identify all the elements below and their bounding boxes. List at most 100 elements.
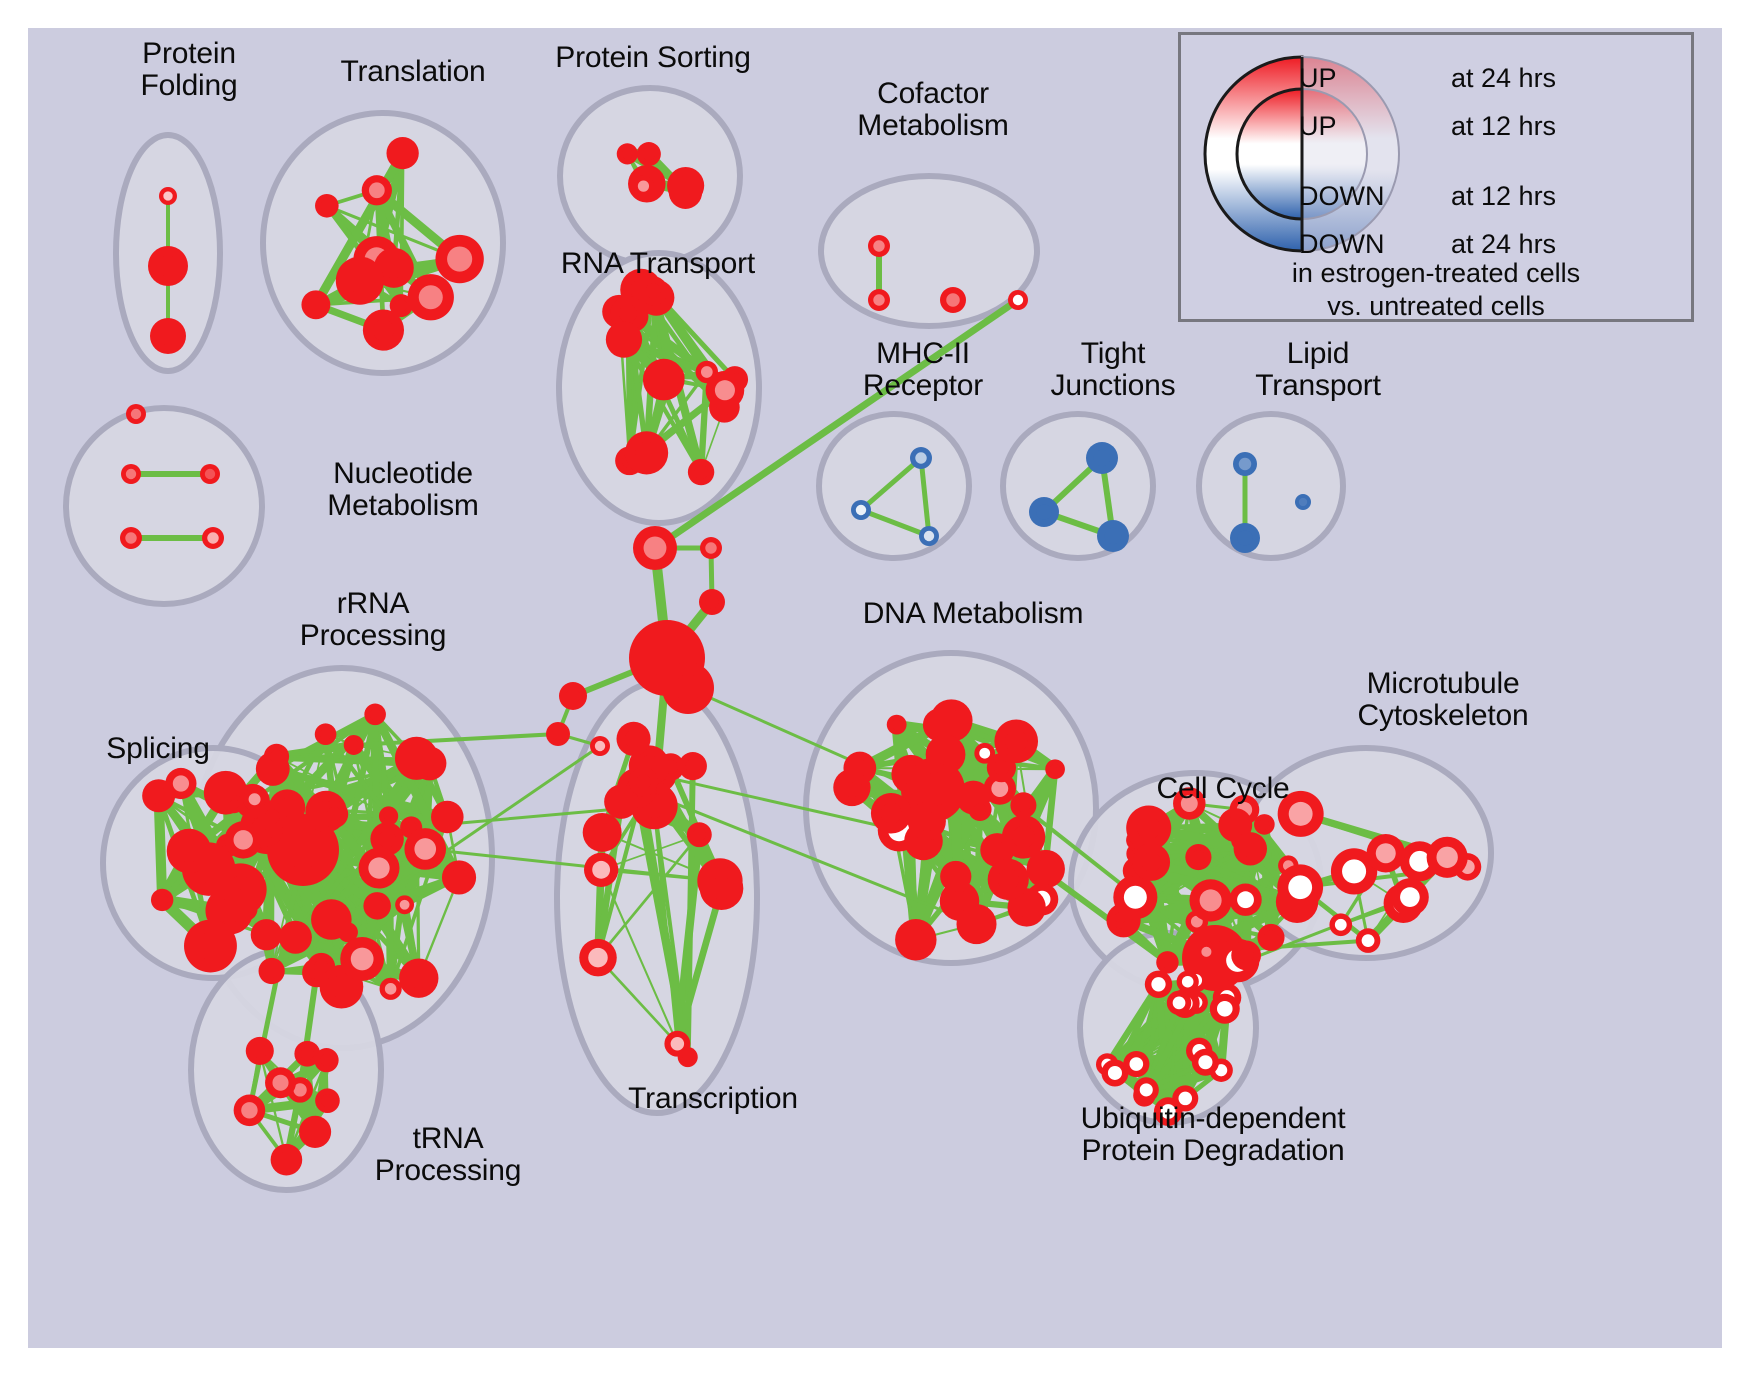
node-inner-fill bbox=[241, 1102, 258, 1119]
node-inner-fill bbox=[272, 1074, 289, 1091]
edge bbox=[651, 296, 1022, 552]
cluster-label-ubiquitin: Ubiquitin-dependent Protein Degradation bbox=[1080, 1102, 1346, 1167]
node-inner-fill bbox=[368, 857, 390, 879]
node-inner-fill bbox=[125, 532, 137, 544]
node-inner-fill bbox=[635, 441, 658, 465]
node-inner-fill bbox=[300, 1047, 314, 1061]
node-inner-fill bbox=[851, 759, 869, 777]
node-inner-fill bbox=[327, 806, 342, 822]
legend-time-3: at 24 hrs bbox=[1451, 229, 1557, 259]
legend-time-2: at 12 hrs bbox=[1451, 181, 1557, 211]
node-inner-fill bbox=[163, 191, 173, 201]
edge bbox=[635, 786, 979, 926]
node-inner-fill bbox=[1361, 934, 1375, 947]
node-inner-fill bbox=[248, 793, 261, 806]
cluster-bubble-cofactor bbox=[818, 173, 1040, 329]
node-inner-fill bbox=[621, 148, 633, 160]
node-inner-fill bbox=[264, 809, 280, 825]
node-inner-fill bbox=[158, 326, 178, 346]
node-inner-fill bbox=[923, 530, 935, 542]
edge bbox=[323, 732, 391, 819]
node-inner-fill bbox=[588, 947, 608, 968]
node-inner-fill bbox=[670, 1036, 685, 1051]
node-inner-fill bbox=[207, 532, 219, 544]
node-inner-fill bbox=[408, 967, 430, 989]
legend-node-diagram bbox=[1203, 55, 1400, 253]
edge bbox=[596, 833, 701, 960]
cluster-bubble-mhc-ii bbox=[816, 411, 972, 561]
node-inner-fill bbox=[714, 380, 735, 401]
node-inner-fill bbox=[592, 822, 613, 843]
node-inner-fill bbox=[172, 775, 190, 792]
node-inner-fill bbox=[1334, 918, 1347, 931]
node-inner-fill bbox=[1201, 946, 1212, 957]
legend-box: UP at 24 hrs UP at 12 hrs DOWN at 12 hrs DOWN a… bbox=[1178, 32, 1694, 322]
node-inner-fill bbox=[1288, 801, 1313, 826]
edge bbox=[153, 790, 168, 906]
node-inner-fill bbox=[418, 285, 443, 310]
node-inner-fill bbox=[935, 744, 956, 765]
node-inner-fill bbox=[705, 542, 717, 554]
node-inner-fill bbox=[450, 868, 468, 887]
edge bbox=[997, 786, 1217, 960]
node-inner-fill bbox=[643, 536, 667, 560]
cluster-label-rrna: rRNA Processing bbox=[299, 587, 447, 652]
edge bbox=[600, 868, 679, 1045]
node-inner-fill bbox=[383, 811, 394, 822]
edge bbox=[596, 956, 679, 1046]
node-inner-fill bbox=[258, 926, 275, 943]
node-inner-fill bbox=[635, 774, 651, 790]
node-inner-fill bbox=[369, 708, 381, 720]
node-inner-fill bbox=[1049, 764, 1061, 775]
node-inner-fill bbox=[308, 297, 324, 313]
node-inner-fill bbox=[414, 838, 437, 860]
node-inner-fill bbox=[1180, 795, 1198, 812]
node-inner-fill bbox=[675, 175, 696, 196]
edge bbox=[858, 507, 932, 539]
cluster-bubble-tight-junctions bbox=[1000, 411, 1156, 561]
node-inner-fill bbox=[447, 246, 473, 272]
cluster-label-microtubule: Microtubule Cytoskeleton bbox=[1357, 667, 1529, 732]
node-inner-fill bbox=[1258, 819, 1270, 830]
node-inner-fill bbox=[905, 928, 927, 951]
node-inner-fill bbox=[1016, 798, 1031, 813]
node-inner-fill bbox=[233, 830, 253, 850]
node-inner-fill bbox=[320, 908, 342, 931]
node-inner-fill bbox=[1436, 846, 1458, 868]
node-inner-fill bbox=[1161, 956, 1174, 969]
node-inner-fill bbox=[1012, 825, 1035, 849]
node-inner-fill bbox=[1178, 1091, 1193, 1106]
edge bbox=[918, 455, 932, 539]
edge bbox=[673, 884, 725, 1048]
node-inner-fill bbox=[1123, 885, 1147, 909]
node-inner-fill bbox=[370, 898, 385, 913]
node-inner-fill bbox=[1226, 816, 1245, 834]
node-inner-fill bbox=[1160, 1104, 1176, 1119]
node-inner-fill bbox=[399, 899, 410, 910]
node-inner-fill bbox=[1216, 1000, 1233, 1017]
node-inner-fill bbox=[378, 830, 396, 848]
node-inner-fill bbox=[1107, 1065, 1122, 1080]
cluster-label-lipid-transport: Lipid Transport bbox=[1255, 337, 1381, 402]
node-inner-fill bbox=[405, 747, 428, 770]
cluster-label-protein-sorting: Protein Sorting bbox=[555, 41, 751, 74]
cluster-label-splicing: Splicing bbox=[106, 732, 210, 765]
node-inner-fill bbox=[915, 452, 927, 464]
node-inner-fill bbox=[966, 913, 987, 935]
node-inner-fill bbox=[372, 319, 395, 341]
legend-footer: in estrogen-treated cells vs. untreated … bbox=[1291, 258, 1581, 321]
node-inner-fill bbox=[594, 740, 606, 752]
node-inner-fill bbox=[1016, 897, 1037, 918]
node-inner-fill bbox=[891, 719, 902, 730]
node-inner-fill bbox=[1104, 527, 1122, 545]
node-inner-fill bbox=[551, 727, 565, 741]
node-inner-fill bbox=[1036, 504, 1052, 520]
node-inner-fill bbox=[645, 283, 661, 299]
node-inner-fill bbox=[993, 760, 1010, 776]
node-inner-fill bbox=[1093, 449, 1111, 467]
edge bbox=[858, 455, 924, 513]
cluster-bubble-lipid-transport bbox=[1196, 411, 1346, 561]
node-inner-fill bbox=[997, 868, 1019, 891]
cluster-bubble-nucleotide bbox=[63, 405, 265, 607]
node-inner-fill bbox=[592, 860, 611, 879]
